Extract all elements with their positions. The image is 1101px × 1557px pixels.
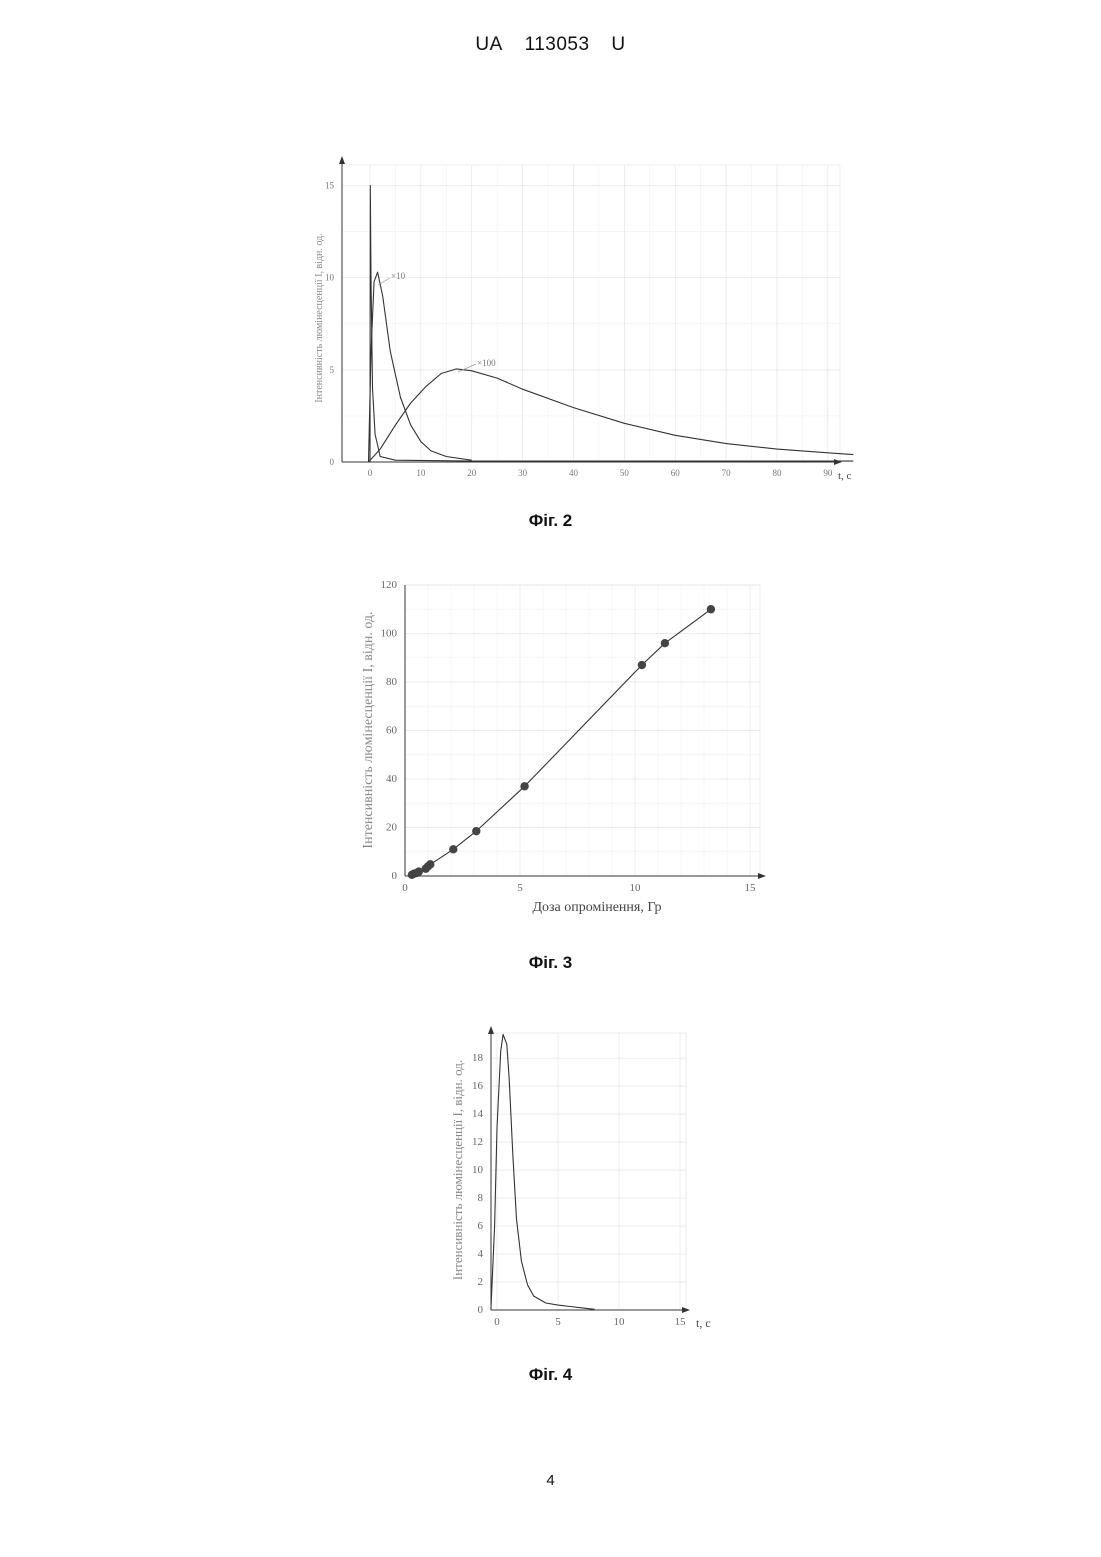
fig2-xtick-label: 60: [671, 468, 681, 478]
fig4-xtick-label: 10: [614, 1316, 626, 1328]
fig2-ylabel: Інтенсивність люмінесценції I, відн. од.: [314, 233, 325, 402]
fig3-ytick-label: 20: [386, 822, 398, 834]
fig3-chart: 0 5 10 15 0 20 40 60 80 100 120 Інтенсивність люм…: [361, 579, 766, 915]
fig2-xtick-label: 90: [823, 468, 833, 478]
fig2-y-arrow: [339, 156, 345, 164]
fig3-data-point: [638, 661, 646, 669]
fig3-ytick-label: 40: [386, 773, 398, 785]
fig3-data-point: [661, 639, 669, 647]
fig3-data-point: [707, 605, 715, 613]
fig3-xtick-label: 15: [745, 882, 757, 894]
fig3-x-arrow: [758, 873, 766, 879]
fig2-xtick-label: 70: [722, 468, 732, 478]
fig3-data-point: [449, 845, 457, 853]
fig4-ylabel: Інтенсивність люмінесценції I, відн. од.: [450, 1060, 465, 1280]
fig4-ytick-label: 18: [472, 1052, 484, 1064]
fig2-series-1-line: [369, 272, 472, 462]
fig2-xtick-label: 0: [368, 468, 373, 478]
fig3-xlabel: Доза опромінення, Гр: [532, 900, 661, 915]
fig3-caption: Фіг. 3: [0, 953, 1101, 973]
fig2-annot-100: ×100: [477, 358, 496, 368]
fig3-ytick-label: 120: [381, 579, 398, 591]
fig2-annot-10: ×10: [391, 271, 406, 281]
fig3-data-point: [426, 860, 434, 868]
fig3-ytick-label: 0: [392, 870, 398, 882]
fig2-chart: 0 10 20 30 40 50 60 70 80 90 0 5 10 15 Інтенсивність…: [314, 156, 853, 482]
fig2-xtick-label: 20: [467, 468, 477, 478]
fig2-x-arrow: [834, 459, 842, 465]
fig3-xtick-label: 5: [517, 882, 523, 894]
fig4-xtick-label: 0: [494, 1316, 500, 1328]
fig2-caption: Фіг. 2: [0, 511, 1101, 531]
fig2-ytick-label: 5: [330, 365, 335, 375]
fig4-xtick-label: 15: [675, 1316, 687, 1328]
fig2-series-2-line: [369, 369, 854, 462]
fig3-ytick-label: 80: [386, 676, 398, 688]
fig3-data-point: [520, 782, 528, 790]
fig4-ytick-label: 4: [478, 1248, 484, 1260]
fig2-ytick-label: 15: [325, 181, 335, 191]
fig4-ytick-label: 14: [472, 1108, 484, 1120]
fig2-xtick-label: 80: [772, 468, 782, 478]
fig2-xtick-label: 10: [416, 468, 426, 478]
fig2-xlabel: t, c: [838, 470, 852, 482]
fig2-xtick-label: 30: [518, 468, 528, 478]
fig4-xtick-label: 5: [555, 1316, 561, 1328]
fig2-ytick-label: 10: [325, 273, 335, 283]
fig4-caption: Фіг. 4: [0, 1365, 1101, 1385]
fig3-data-point: [472, 827, 480, 835]
fig2-ytick-label: 0: [330, 457, 335, 467]
fig4-ytick-label: 16: [472, 1080, 484, 1092]
fig2-xtick-label: 50: [620, 468, 630, 478]
fig3-series-0-line: [412, 609, 711, 875]
fig4-ytick-label: 10: [472, 1164, 484, 1176]
fig4-y-arrow: [488, 1026, 494, 1034]
fig4-ytick-label: 2: [478, 1276, 484, 1288]
fig3-xtick-label: 0: [402, 882, 408, 894]
fig4-xlabel: t, c: [696, 1316, 711, 1330]
fig4-ytick-label: 12: [472, 1136, 483, 1148]
fig3-ylabel: Інтенсивність люмінесценції I, відн. од.: [361, 611, 376, 848]
fig4-ytick-label: 6: [478, 1220, 484, 1232]
fig4-ytick-label: 8: [478, 1192, 484, 1204]
fig4-ytick-label: 0: [478, 1304, 484, 1316]
fig4-series-0-line: [491, 1034, 595, 1310]
page-number: 4: [0, 1472, 1101, 1489]
fig3-ytick-label: 100: [381, 628, 398, 640]
fig4-chart: 0 5 10 15 0 2 4 6 8 10 12 14 16 18 Інтенсивність люм…: [450, 1026, 711, 1330]
fig3-xtick-label: 10: [630, 882, 642, 894]
fig3-ytick-label: 60: [386, 725, 398, 737]
fig2-xtick-label: 40: [569, 468, 579, 478]
